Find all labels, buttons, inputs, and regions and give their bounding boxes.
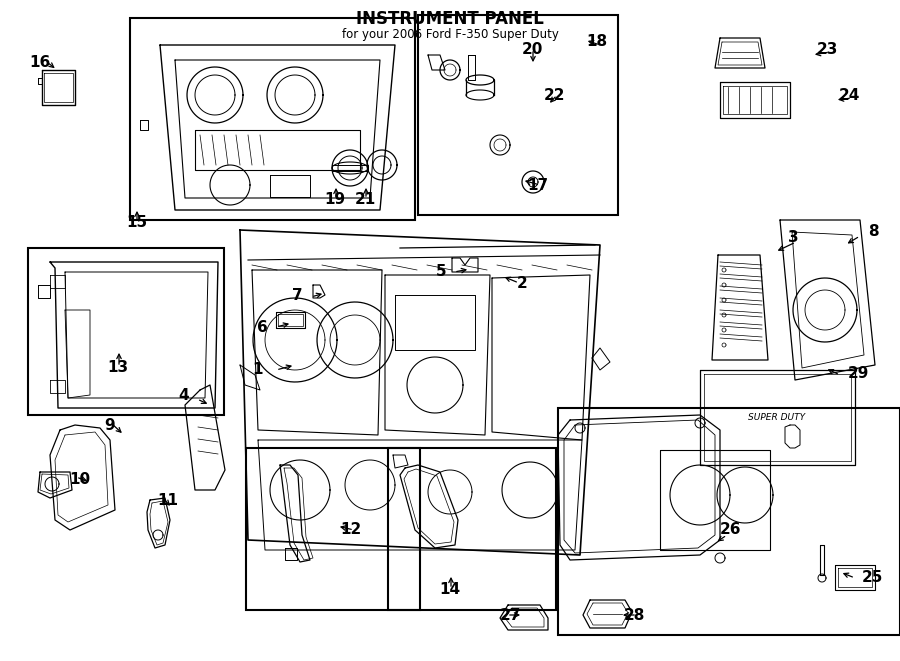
Bar [246,448,420,610]
Text: 13: 13 [107,360,129,375]
Text: 23: 23 [816,42,838,58]
Text: 12: 12 [341,522,362,537]
Text: 26: 26 [720,522,742,537]
Text: 16: 16 [30,55,50,70]
Bar [28,248,224,415]
Text: 29: 29 [848,366,869,381]
Text: INSTRUMENT PANEL: INSTRUMENT PANEL [356,10,544,28]
Text: for your 2006 Ford F-350 Super Duty: for your 2006 Ford F-350 Super Duty [342,28,558,41]
Text: 1: 1 [253,362,263,377]
Text: 19: 19 [324,192,346,207]
Text: 7: 7 [292,288,303,303]
Text: 5: 5 [436,264,446,280]
Text: 10: 10 [69,472,90,487]
Text: 27: 27 [500,607,521,623]
Text: 28: 28 [624,607,645,623]
Text: 3: 3 [788,231,798,245]
Text: 24: 24 [839,87,860,102]
Text: 14: 14 [439,582,461,597]
Text: 18: 18 [586,34,607,50]
Text: 25: 25 [862,570,884,586]
Text: SUPER DUTY: SUPER DUTY [749,412,806,422]
Text: 21: 21 [355,192,375,207]
Bar [418,15,618,215]
Text: 15: 15 [126,215,148,230]
Bar [388,448,556,610]
Text: 11: 11 [157,493,178,508]
Bar [130,18,415,220]
Bar [558,408,900,635]
Text: 2: 2 [517,276,527,290]
Text: 22: 22 [544,88,565,103]
Text: 17: 17 [526,178,548,192]
Text: 4: 4 [178,389,189,403]
Text: 9: 9 [104,418,114,433]
Text: 6: 6 [257,319,268,334]
Text: 20: 20 [521,42,543,57]
Text: 8: 8 [868,225,878,239]
